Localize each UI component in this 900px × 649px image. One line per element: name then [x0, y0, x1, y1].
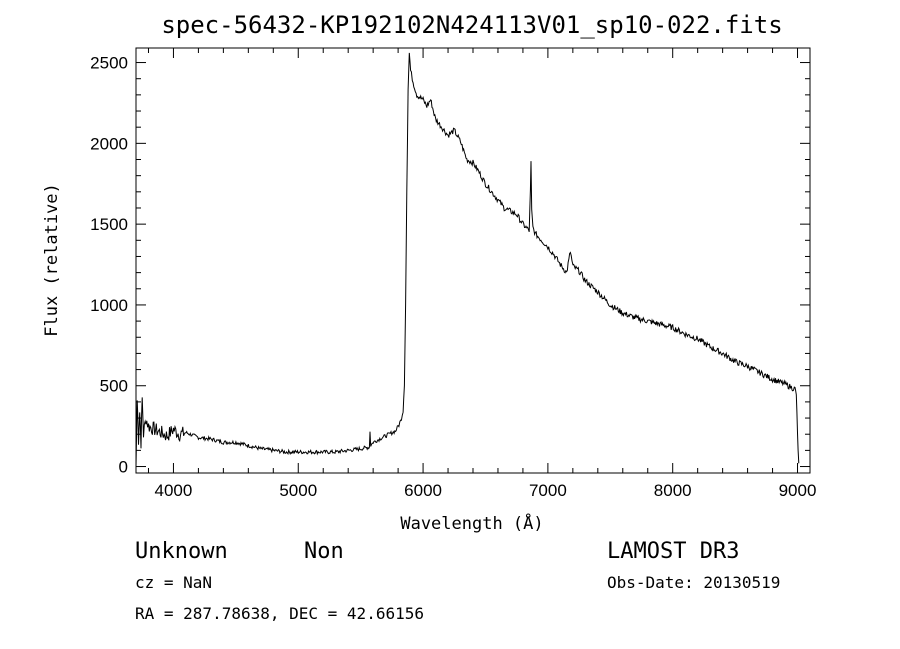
coordinates: RA = 287.78638, DEC = 42.66156 — [135, 604, 424, 623]
x-tick-label: 7000 — [529, 481, 567, 500]
x-axis-label: Wavelength (Å) — [400, 512, 543, 534]
object-class: Unknown — [135, 539, 228, 564]
x-tick-label: 5000 — [279, 481, 317, 500]
obs-date: Obs-Date: 20130519 — [607, 573, 780, 592]
plot-frame — [135, 47, 811, 474]
y-tick-label: 500 — [100, 377, 128, 396]
y-tick-label: 1500 — [90, 215, 128, 234]
y-tick-label: 2000 — [90, 134, 128, 153]
y-tick-label: 2500 — [90, 54, 128, 73]
survey-label: LAMOST DR3 — [607, 539, 739, 564]
axis-tick-labels: 4000 5000 6000 7000 8000 9000 0 500 1000 1500 2000… — [90, 54, 816, 500]
chart-title: spec-56432-KP192102N424113V01_sp10-022.f… — [161, 11, 782, 39]
axis-ticks — [136, 48, 810, 473]
object-subclass: Non — [304, 539, 344, 564]
x-tick-label: 4000 — [155, 481, 193, 500]
spectrum-line — [135, 52, 800, 467]
cz-value: cz = NaN — [135, 573, 212, 592]
x-tick-label: 8000 — [654, 481, 692, 500]
x-tick-label: 6000 — [404, 481, 442, 500]
y-tick-label: 0 — [119, 458, 128, 477]
x-tick-label: 9000 — [779, 481, 817, 500]
y-tick-label: 1000 — [90, 296, 128, 315]
y-axis-label: Flux (relative) — [42, 183, 62, 337]
